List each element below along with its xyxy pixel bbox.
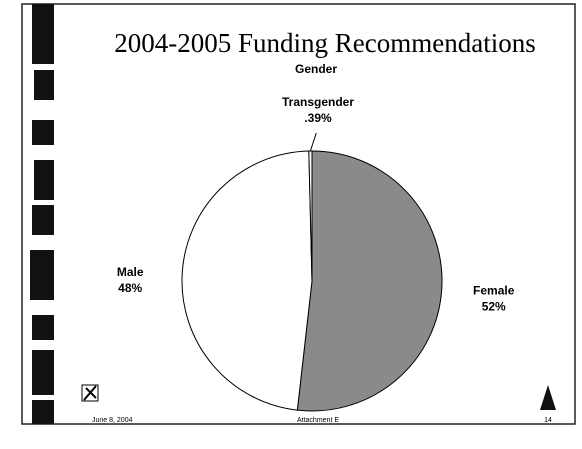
chart-title: 2004-2005 Funding Recommendations <box>114 28 535 58</box>
chart-subtitle: Gender <box>295 62 337 76</box>
leader-line <box>309 132 317 152</box>
slice-label: Female <box>473 283 515 297</box>
slice-value-label: 52% <box>482 299 506 313</box>
slice-value-label: .39% <box>304 111 332 125</box>
slide-frame <box>21 3 576 425</box>
side-strip <box>30 4 54 424</box>
slice-label: Transgender <box>282 95 354 109</box>
logo-left <box>81 384 99 402</box>
pie-slice <box>296 150 443 412</box>
footer-page: 14 <box>544 417 552 424</box>
pie-slice <box>308 150 313 282</box>
slice-value-label: 48% <box>118 281 142 295</box>
footer-attachment: Attachment E <box>297 417 339 424</box>
footer-date: June 8, 2004 <box>92 417 133 424</box>
logo-right <box>540 385 556 410</box>
slice-label: Male <box>117 265 144 279</box>
pie-slice <box>181 150 313 411</box>
